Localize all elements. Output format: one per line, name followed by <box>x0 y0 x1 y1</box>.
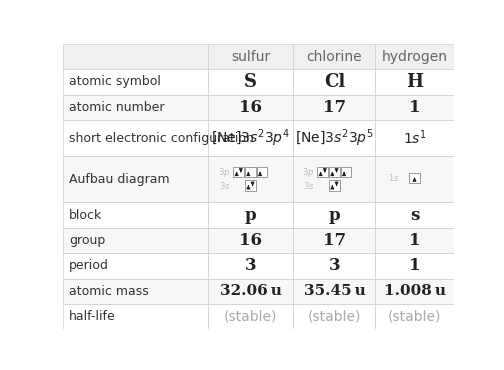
Text: group: group <box>69 234 105 247</box>
Bar <box>208 228 293 253</box>
Bar <box>329 167 340 177</box>
Text: $[\mathrm{Ne}]3s^23p^5$: $[\mathrm{Ne}]3s^23p^5$ <box>295 127 374 149</box>
Text: chlorine: chlorine <box>306 50 362 64</box>
Text: p: p <box>329 206 340 223</box>
Text: $3s$: $3s$ <box>303 180 314 191</box>
Bar <box>375 202 454 228</box>
Text: 17: 17 <box>323 99 346 116</box>
Bar <box>63 120 208 156</box>
Text: hydrogen: hydrogen <box>382 50 448 64</box>
Text: atomic mass: atomic mass <box>69 285 149 298</box>
Bar <box>375 304 454 329</box>
Bar <box>293 228 375 253</box>
Text: p: p <box>244 206 257 223</box>
Bar <box>63 94 208 120</box>
Bar <box>63 69 208 94</box>
Text: atomic symbol: atomic symbol <box>69 75 161 88</box>
Text: 3: 3 <box>329 257 340 274</box>
Text: short electronic configuration: short electronic configuration <box>69 132 254 145</box>
Bar <box>375 156 454 202</box>
Bar <box>208 202 293 228</box>
Bar <box>341 167 351 177</box>
Text: $1s$: $1s$ <box>388 172 400 184</box>
Bar <box>208 69 293 94</box>
Bar <box>293 69 375 94</box>
Text: 1.008 u: 1.008 u <box>384 284 446 298</box>
Bar <box>293 156 375 202</box>
Bar <box>208 94 293 120</box>
Bar <box>245 181 256 191</box>
Bar <box>245 167 256 177</box>
Bar <box>293 202 375 228</box>
Text: block: block <box>69 209 102 222</box>
Text: 1: 1 <box>409 99 420 116</box>
Bar <box>375 94 454 120</box>
Bar <box>375 44 454 69</box>
Text: 3: 3 <box>244 257 257 274</box>
Bar <box>208 120 293 156</box>
Text: s: s <box>410 206 419 223</box>
Text: $1s^1$: $1s^1$ <box>403 129 426 147</box>
Text: 16: 16 <box>239 99 262 116</box>
Bar <box>375 120 454 156</box>
Text: $3p$: $3p$ <box>218 166 230 179</box>
Text: 35.45 u: 35.45 u <box>303 284 365 298</box>
Bar <box>208 253 293 279</box>
Bar <box>375 279 454 304</box>
Text: $3p$: $3p$ <box>302 166 314 179</box>
Bar <box>208 304 293 329</box>
Bar <box>293 120 375 156</box>
Text: 1: 1 <box>409 257 420 274</box>
Text: (stable): (stable) <box>388 310 441 324</box>
Bar <box>318 167 328 177</box>
Bar <box>208 156 293 202</box>
Bar <box>208 44 293 69</box>
Text: Aufbau diagram: Aufbau diagram <box>69 173 169 186</box>
Bar <box>293 279 375 304</box>
Bar <box>293 94 375 120</box>
Text: 1: 1 <box>409 232 420 249</box>
Text: 17: 17 <box>323 232 346 249</box>
Bar <box>375 69 454 94</box>
Bar <box>63 279 208 304</box>
Bar <box>63 44 208 69</box>
Text: 16: 16 <box>239 232 262 249</box>
Bar <box>63 304 208 329</box>
Bar <box>293 253 375 279</box>
Bar <box>208 279 293 304</box>
Bar <box>63 156 208 202</box>
Text: period: period <box>69 259 109 272</box>
Text: Cl: Cl <box>324 73 345 91</box>
Text: $3s$: $3s$ <box>219 180 230 191</box>
Text: 32.06 u: 32.06 u <box>220 284 281 298</box>
Text: half-life: half-life <box>69 310 115 323</box>
Bar <box>409 173 420 183</box>
Text: H: H <box>406 73 423 91</box>
Bar <box>63 228 208 253</box>
Text: (stable): (stable) <box>224 310 277 324</box>
Text: $[\mathrm{Ne}]3s^23p^4$: $[\mathrm{Ne}]3s^23p^4$ <box>211 127 290 149</box>
Text: S: S <box>244 73 257 91</box>
Bar <box>293 44 375 69</box>
Bar <box>63 202 208 228</box>
Text: (stable): (stable) <box>308 310 361 324</box>
Bar <box>329 181 340 191</box>
Text: sulfur: sulfur <box>231 50 270 64</box>
Bar <box>293 304 375 329</box>
Bar <box>375 253 454 279</box>
Bar <box>233 167 244 177</box>
Bar <box>257 167 268 177</box>
Bar <box>63 253 208 279</box>
Bar <box>375 228 454 253</box>
Text: atomic number: atomic number <box>69 101 164 114</box>
